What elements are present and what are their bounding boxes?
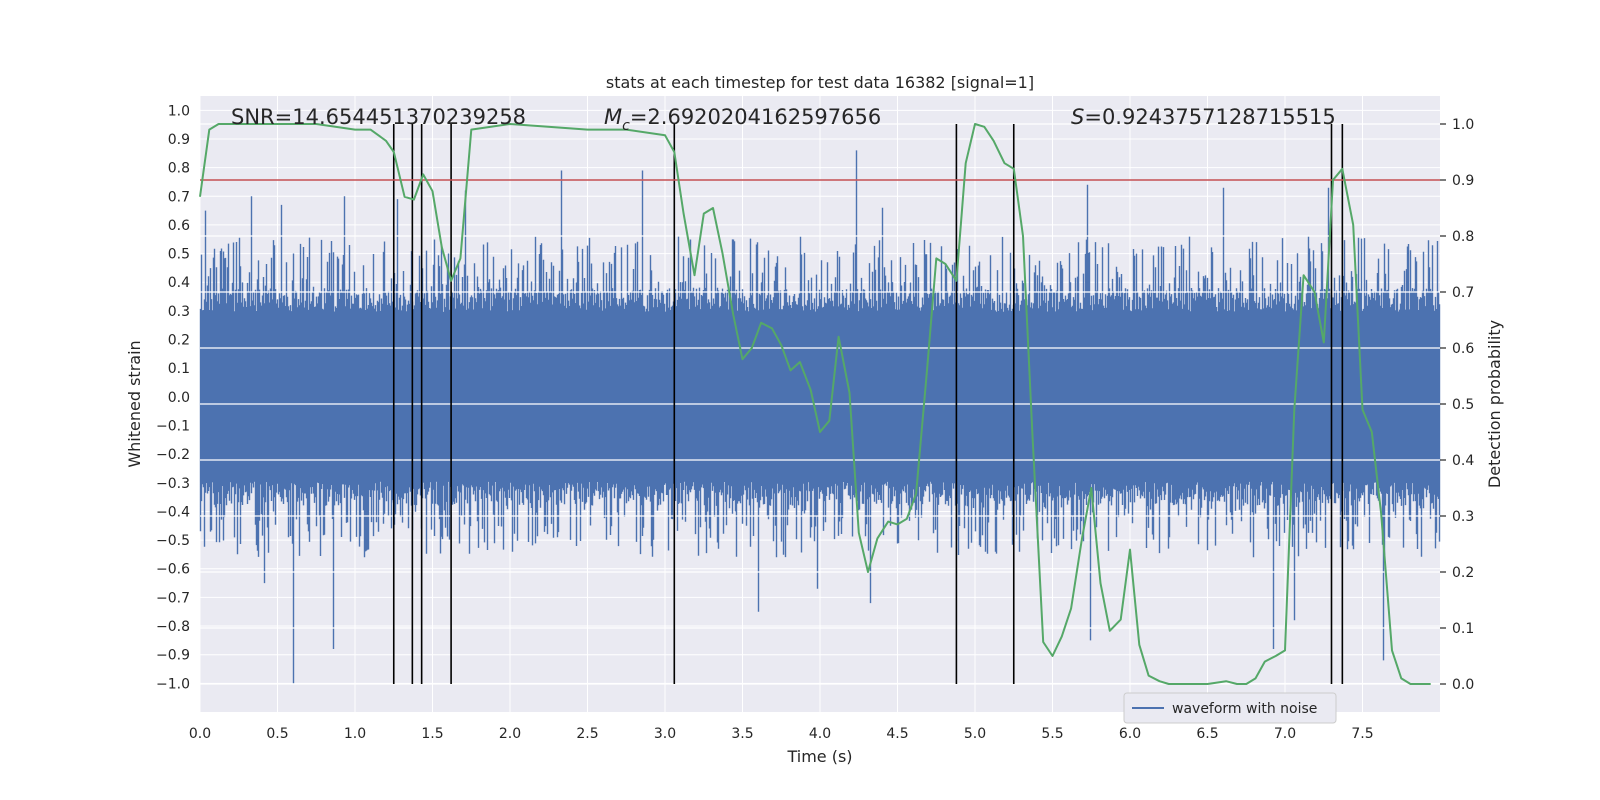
x-tick-label: 2.0 — [499, 726, 521, 742]
y-left-tick-label: 1.0 — [168, 103, 190, 119]
y-left-tick-label: 0.2 — [168, 333, 190, 349]
x-tick-label: 1.0 — [344, 726, 366, 742]
snr-annotation: SNR=14.654451370239258 — [231, 105, 526, 129]
x-tick-label: 6.0 — [1119, 726, 1141, 742]
y-left-tick-label: 0.1 — [168, 361, 190, 377]
y-right-tick-label: 1.0 — [1452, 117, 1474, 133]
y-right-tick-label: 0.7 — [1452, 285, 1474, 301]
x-tick-label: 1.5 — [421, 726, 443, 742]
y-right-tick-label: 0.5 — [1452, 397, 1474, 413]
x-tick-label: 6.5 — [1196, 726, 1218, 742]
detection-probability-line — [199, 123, 1431, 685]
y-left-tick-label: 0.8 — [168, 161, 190, 177]
y-left-tick-label: −0.8 — [156, 619, 190, 635]
x-tick-label: 7.0 — [1274, 726, 1296, 742]
x-tick-label: 5.0 — [964, 726, 986, 742]
x-axis-ticks: 0.0 0.5 1.0 1.5 2.0 2.5 3.0 3.5 4.0 4.5 5.0 5.5 6.0 6… — [189, 726, 1374, 742]
y-right-tick-label: 0.2 — [1452, 565, 1474, 581]
detection-probability-series — [199, 123, 1431, 685]
y-left-tick-label: −0.9 — [156, 648, 190, 664]
y-right-tick-label: 0.3 — [1452, 509, 1474, 525]
y-left-tick-label: −0.4 — [156, 504, 190, 520]
x-tick-label: 0.5 — [266, 726, 288, 742]
x-tick-label: 3.0 — [654, 726, 676, 742]
chart-title: stats at each timestep for test data 163… — [606, 73, 1034, 92]
y-left-tick-label: −0.7 — [156, 590, 190, 606]
chirp-mass-subscript: c — [622, 118, 630, 134]
y-left-tick-label: 0.3 — [168, 304, 190, 320]
y-right-tick-label: 0.0 — [1452, 677, 1474, 693]
y-left-tick-label: 0.4 — [168, 275, 190, 291]
waveform-series — [199, 150, 1441, 684]
y-right-tick-label: 0.4 — [1452, 453, 1474, 469]
chirp-mass-annotation: Mc=2.6920204162597656 — [604, 105, 881, 134]
score-value: =0.9243757128715515 — [1084, 105, 1335, 129]
y-right-tick-label: 0.6 — [1452, 341, 1474, 357]
waveform-trace — [199, 150, 1441, 684]
y-left-axis-ticks: 1.0 0.9 0.8 0.7 0.6 0.5 0.4 0.3 0.2 0.1 0.0 −0.1 −0.… — [156, 103, 190, 692]
x-axis-label: Time (s) — [786, 747, 852, 766]
y-right-tick-label: 0.8 — [1452, 229, 1474, 245]
y-left-tick-label: −0.1 — [156, 418, 190, 434]
y-right-axis-ticks: 1.0 0.9 0.8 0.7 0.6 0.5 0.4 0.3 0.2 0.1 0.0 — [1440, 117, 1474, 693]
legend-box — [1123, 692, 1337, 724]
y-left-axis-label: Whitened strain — [125, 340, 144, 467]
y-right-tick-label: 0.9 — [1452, 173, 1474, 189]
legend: waveform with noise — [1123, 692, 1337, 724]
y-left-tick-label: −0.2 — [156, 447, 190, 463]
y-left-tick-label: 0.0 — [168, 390, 190, 406]
y-left-tick-label: 0.7 — [168, 189, 190, 205]
x-tick-label: 0.0 — [189, 726, 211, 742]
y-left-tick-label: 0.9 — [168, 132, 190, 148]
x-tick-label: 5.5 — [1041, 726, 1063, 742]
y-left-tick-label: −0.5 — [156, 533, 190, 549]
legend-label: waveform with noise — [1172, 701, 1317, 717]
y-left-tick-label: −0.3 — [156, 476, 190, 492]
y-right-axis-label: Detection probability — [1485, 320, 1504, 488]
x-tick-label: 7.5 — [1351, 726, 1373, 742]
y-left-tick-label: 0.5 — [168, 247, 190, 263]
y-left-tick-label: 0.6 — [168, 218, 190, 234]
chirp-mass-symbol: M — [604, 105, 622, 129]
x-tick-label: 3.5 — [731, 726, 753, 742]
chirp-mass-value: =2.6920204162597656 — [630, 105, 881, 129]
x-tick-label: 4.5 — [886, 726, 908, 742]
y-right-tick-label: 0.1 — [1452, 621, 1474, 637]
y-left-tick-label: −1.0 — [156, 676, 190, 692]
score-symbol: S — [1071, 105, 1084, 129]
score-annotation: S=0.9243757128715515 — [1071, 105, 1336, 129]
y-left-tick-label: −0.6 — [156, 562, 190, 578]
x-tick-label: 4.0 — [809, 726, 831, 742]
x-tick-label: 2.5 — [576, 726, 598, 742]
